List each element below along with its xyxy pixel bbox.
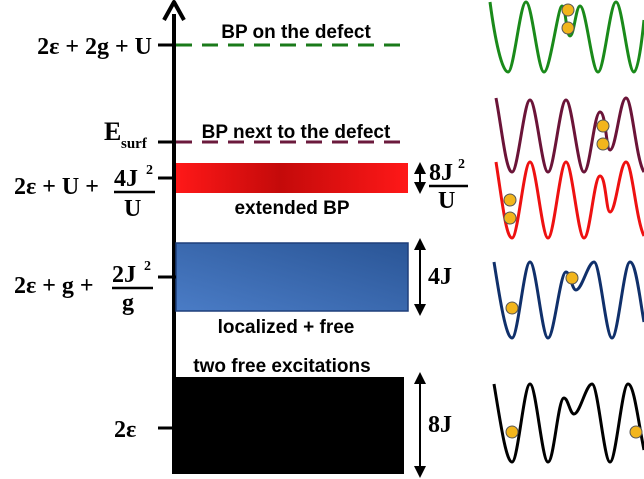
level-two-free: 2ε two free excitations 8J [114, 356, 452, 478]
annotation-localized-free: localized + free [218, 317, 355, 338]
width-two-free: 8J [428, 412, 452, 438]
particle-maroon-2 [596, 137, 610, 151]
energy-frac-den-localized: g [122, 290, 134, 316]
energy-frac-sup-extended: 2 [146, 163, 153, 178]
energy-axis [162, 0, 186, 474]
potential-green [488, 0, 644, 74]
energy-label-esurf-sub: surf [121, 136, 148, 152]
energy-frac-num-localized: 2J [112, 262, 136, 288]
potential-red [494, 160, 644, 240]
energy-label-extended-prefix: 2ε + U + [14, 174, 99, 200]
localized-free-band [175, 242, 409, 312]
energy-label-localized-prefix: 2ε + g + [14, 273, 94, 299]
annotation-extended-bp: extended BP [234, 198, 349, 219]
width-num-extended: 8J [429, 160, 453, 186]
energy-frac-sup-localized: 2 [144, 259, 151, 274]
potential-navy [492, 260, 644, 340]
energy-label-esurf-main: E [104, 117, 121, 146]
level-localized-free: 2ε + g + 2J 2 g localized + free 4J [14, 238, 452, 338]
particle-navy-1 [505, 301, 519, 315]
particle-black-2 [629, 425, 643, 439]
energy-frac-den-extended: U [124, 196, 141, 222]
particle-red-2 [503, 211, 517, 225]
energy-label-two-free: 2ε [114, 417, 136, 443]
level-bp-on-defect: 2ε + 2g + U BP on the defect [37, 22, 410, 60]
annotation-two-free: two free excitations [193, 356, 370, 377]
level-extended-bp: 2ε + U + 4J 2 U extended BP 8J 2 U [14, 157, 468, 222]
annotation-bp-on-defect: BP on the defect [221, 22, 371, 43]
particle-maroon-1 [596, 119, 610, 133]
potential-maroon [494, 96, 644, 174]
width-sup-extended: 2 [458, 157, 465, 172]
particle-black-1 [505, 425, 519, 439]
particle-green-1 [561, 3, 575, 17]
extended-bp-band [176, 163, 408, 193]
particle-red-1 [503, 193, 517, 207]
particle-green-2 [561, 21, 575, 35]
annotation-bp-next-to-defect: BP next to the defect [202, 122, 391, 143]
potential-black [492, 382, 644, 464]
energy-frac-num-extended: 4J [114, 166, 138, 192]
particle-navy-2 [565, 271, 579, 285]
width-localized-free: 4J [428, 264, 452, 290]
level-bp-next-to-defect: E surf BP next to the defect [104, 117, 410, 152]
two-free-band [176, 377, 404, 474]
energy-label-bp-on-defect: 2ε + 2g + U [37, 34, 152, 60]
width-den-extended: U [438, 188, 455, 214]
